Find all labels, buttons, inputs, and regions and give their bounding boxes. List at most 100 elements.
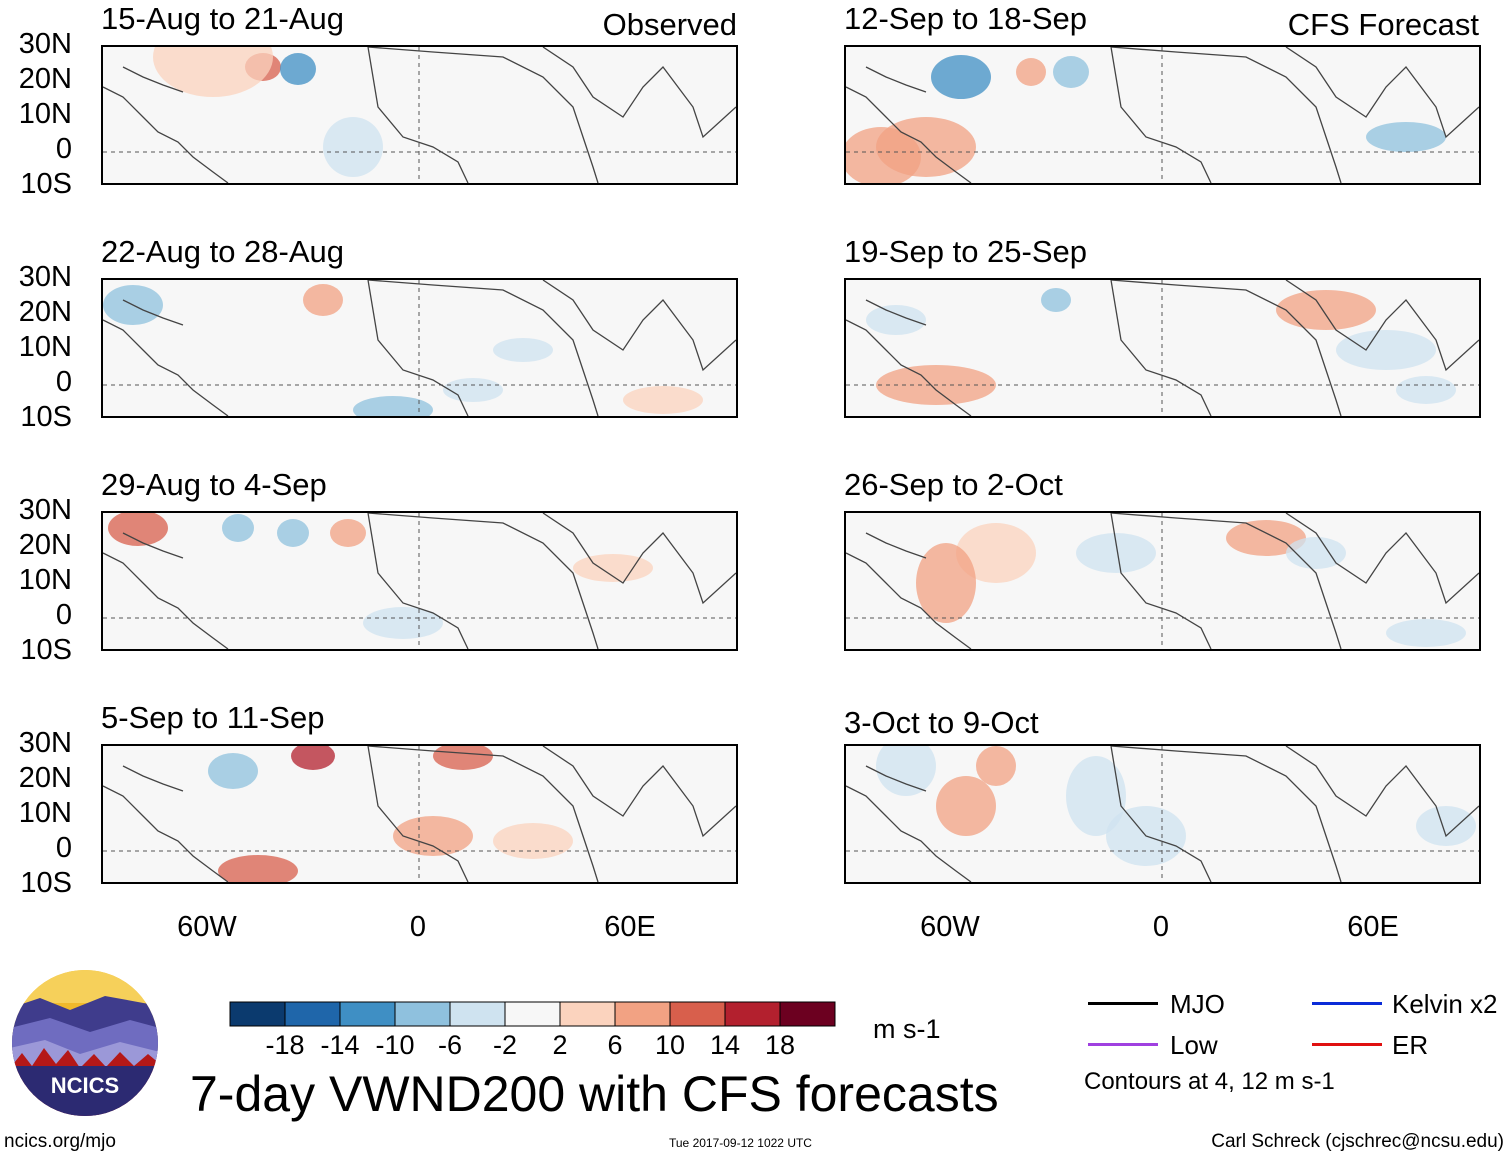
anomaly-blob bbox=[363, 607, 443, 639]
coastline bbox=[367, 47, 599, 183]
contour-note: Contours at 4, 12 m s-1 bbox=[1084, 1068, 1335, 1095]
coastline bbox=[367, 513, 599, 649]
anomaly-blob bbox=[1016, 58, 1046, 86]
lat-label-row2-3: 10N bbox=[18, 331, 72, 363]
map-panel-right-3 bbox=[844, 511, 1481, 651]
coastline bbox=[367, 47, 469, 183]
lon-label-60e-left: 60E bbox=[604, 911, 656, 943]
anomaly-blob bbox=[936, 776, 996, 836]
legend-label-low: Low bbox=[1170, 1030, 1218, 1060]
coastline bbox=[1285, 47, 1479, 139]
ncics-logo: NCICS bbox=[10, 968, 160, 1123]
lat-label-row2-1: 30N bbox=[18, 261, 72, 293]
colorbar-label-5: -2 bbox=[492, 1030, 517, 1060]
coastline bbox=[1110, 280, 1342, 416]
colorbar-label-8: 10 bbox=[654, 1030, 686, 1060]
cfs-forecast-label: CFS Forecast bbox=[1287, 7, 1479, 42]
anomaly-blob bbox=[1416, 806, 1476, 846]
colorbar-swatch-2 bbox=[284, 1001, 341, 1027]
main-title: 7-day VWND200 with CFS forecasts bbox=[190, 1066, 999, 1122]
anomaly-blob bbox=[956, 523, 1036, 583]
panel-title-left-4: 5-Sep to 11-Sep bbox=[101, 700, 325, 735]
colorbar-swatch-4 bbox=[394, 1001, 451, 1027]
panel-title-right-2: 19-Sep to 25-Sep bbox=[844, 234, 1088, 269]
lat-label-row3-4: 0 bbox=[55, 599, 72, 631]
anomaly-blob bbox=[846, 127, 921, 183]
lat-label-row1-2: 20N bbox=[18, 63, 72, 95]
legend-line-er bbox=[1312, 1043, 1382, 1046]
coastline bbox=[1285, 513, 1479, 605]
coastline bbox=[542, 513, 736, 605]
coastline bbox=[1110, 746, 1342, 882]
anomaly-blob bbox=[277, 519, 309, 547]
anomaly-blob bbox=[916, 543, 976, 623]
coastline bbox=[122, 299, 184, 326]
colorbar-swatch-10 bbox=[724, 1001, 781, 1027]
map-panel-left-3 bbox=[101, 511, 738, 651]
colorbar-swatch-6 bbox=[504, 1001, 561, 1027]
colorbar-label-2: -14 bbox=[320, 1030, 360, 1060]
anomaly-blob bbox=[976, 746, 1016, 786]
legend-line-mjo bbox=[1088, 1002, 1158, 1005]
lat-label-row4-3: 10N bbox=[18, 797, 72, 829]
coastline bbox=[367, 746, 469, 882]
anomaly-blob bbox=[222, 514, 254, 542]
lon-label-0-left: 0 bbox=[409, 911, 427, 943]
coastline bbox=[367, 280, 469, 416]
anomaly-blob bbox=[1041, 288, 1071, 312]
anomaly-blob bbox=[1053, 56, 1089, 88]
anomaly-blob bbox=[218, 855, 298, 882]
coastline bbox=[542, 47, 736, 139]
footer-timestamp: Tue 2017-09-12 1022 UTC bbox=[669, 1136, 812, 1150]
lat-label-row3-5: 10S bbox=[20, 634, 72, 666]
anomaly-blob bbox=[323, 117, 383, 177]
anomaly-blob bbox=[153, 47, 273, 97]
anomaly-blob bbox=[931, 55, 991, 99]
lat-label-row2-4: 0 bbox=[55, 366, 72, 398]
coastline bbox=[122, 66, 184, 93]
lat-label-row3-2: 20N bbox=[18, 529, 72, 561]
colorbar-swatch-11 bbox=[779, 1001, 836, 1027]
lat-label-row4-2: 20N bbox=[18, 762, 72, 794]
colorbar-label-4: -6 bbox=[437, 1030, 462, 1060]
anomaly-blob bbox=[623, 386, 703, 414]
colorbar-swatch-3 bbox=[339, 1001, 396, 1027]
lat-label-row4-4: 0 bbox=[55, 832, 72, 864]
legend-label-kelvin: Kelvin x2 bbox=[1392, 989, 1498, 1019]
map-panel-left-4 bbox=[101, 744, 738, 884]
anomaly-blob bbox=[1286, 537, 1346, 569]
legend-line-kelvin bbox=[1312, 1002, 1382, 1005]
lon-label-0-right: 0 bbox=[1152, 911, 1170, 943]
colorbar-swatch-5 bbox=[449, 1001, 506, 1027]
coastline bbox=[122, 532, 184, 559]
colorbar-swatch-7 bbox=[559, 1001, 616, 1027]
map-panel-left-2 bbox=[101, 278, 738, 418]
panel-title-right-3: 26-Sep to 2-Oct bbox=[844, 467, 1063, 502]
coastline bbox=[122, 765, 184, 792]
panel-title-left-2: 22-Aug to 28-Aug bbox=[101, 234, 345, 269]
colorbar-label-6: 2 bbox=[552, 1030, 568, 1060]
lat-label-row4-1: 30N bbox=[18, 727, 72, 759]
anomaly-blob bbox=[1366, 122, 1446, 152]
lat-label-row1-3: 10N bbox=[18, 98, 72, 130]
observed-label: Observed bbox=[602, 7, 737, 42]
coastline bbox=[103, 552, 229, 649]
legend-line-low bbox=[1088, 1043, 1158, 1046]
coastline bbox=[865, 765, 927, 792]
colorbar bbox=[229, 1001, 836, 1032]
anomaly-blob bbox=[303, 284, 343, 316]
lon-label-60w-right: 60W bbox=[920, 911, 980, 943]
anomaly-blob bbox=[866, 305, 926, 335]
anomaly-blob bbox=[573, 554, 653, 582]
coastline bbox=[1110, 746, 1212, 882]
anomaly-blob bbox=[493, 823, 573, 859]
coastline bbox=[103, 785, 229, 882]
colorbar-swatch-8 bbox=[614, 1001, 671, 1027]
lon-label-60w-left: 60W bbox=[177, 911, 237, 943]
colorbar-label-10: 18 bbox=[764, 1030, 796, 1060]
coastline bbox=[865, 66, 927, 93]
colorbar-swatch-1 bbox=[229, 1001, 286, 1027]
anomaly-blob bbox=[1276, 290, 1376, 330]
coastline bbox=[367, 513, 469, 649]
colorbar-label-1: -18 bbox=[265, 1030, 305, 1060]
